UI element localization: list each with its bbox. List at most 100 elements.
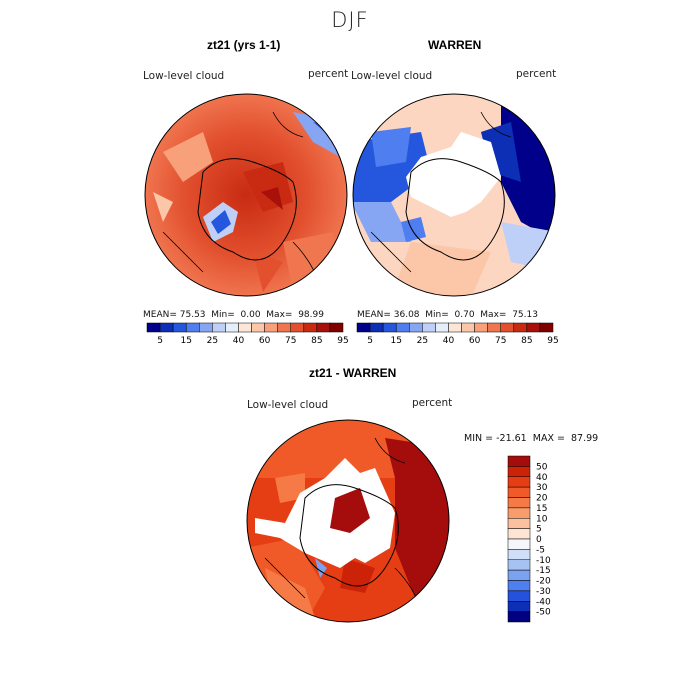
- panel2-units: percent: [516, 68, 557, 80]
- colorbar-swatch: [507, 611, 531, 623]
- colorbar-swatch: [507, 486, 531, 498]
- colorbar-swatch: [507, 569, 531, 581]
- colorbar-tick-label: 75: [495, 336, 506, 346]
- colorbar-swatch: [507, 476, 531, 488]
- colorbar-tick-label: 25: [417, 336, 428, 346]
- panel2-max: 75.13: [512, 310, 538, 320]
- colorbar-tick-label: 15: [390, 336, 401, 346]
- panel1-variable: Low-level cloud: [143, 70, 225, 82]
- colorbar-swatch: [329, 322, 344, 333]
- colorbar-swatch: [507, 455, 531, 467]
- colorbar-tick-label: 20: [536, 494, 548, 504]
- colorbar-tick-label: -10: [536, 556, 551, 566]
- colorbar-tick-label: 5: [536, 525, 542, 535]
- colorbar-panel2: 5 15 25 40 60 75 85 95: [356, 322, 559, 346]
- panel1-polar-map: [144, 93, 348, 297]
- panel3-units: percent: [412, 397, 453, 409]
- colorbar-swatch: [507, 507, 531, 519]
- panel2-mean: 36.08: [393, 310, 420, 320]
- colorbar-tick-label: 15: [180, 336, 191, 346]
- colorbar-tick-label: -20: [536, 577, 551, 587]
- stat-mean-label: MEAN=: [357, 310, 391, 320]
- stat-min-label: Min=: [211, 310, 235, 320]
- colorbar-swatch: [369, 322, 384, 333]
- colorbar-tick-label: 50: [536, 462, 548, 472]
- colorbar-swatch: [225, 322, 239, 333]
- colorbar-tick-label: -5: [536, 545, 545, 555]
- colorbar-tick-label: 25: [207, 336, 218, 346]
- colorbar-tick-label: 0: [536, 535, 542, 545]
- colorbar-swatch: [513, 322, 528, 333]
- colorbar-swatch: [435, 322, 449, 333]
- colorbar-swatch: [251, 322, 265, 333]
- panel2-title: WARREN: [428, 38, 482, 52]
- colorbar-swatch: [507, 590, 531, 602]
- colorbar-tick-label: -50: [536, 608, 551, 618]
- colorbar-swatch: [500, 322, 515, 333]
- panel1-min: 0.00: [240, 310, 261, 320]
- colorbar-tick-label: 95: [547, 336, 558, 346]
- colorbar-swatch: [238, 322, 252, 333]
- figure-title: DJF: [331, 8, 369, 32]
- panel3-minmax: MIN = -21.61 MAX = 87.99: [464, 433, 599, 444]
- colorbar-swatch: [212, 322, 226, 333]
- colorbar-swatch: [290, 322, 305, 333]
- colorbar-swatch: [264, 322, 278, 333]
- colorbar-panel1: 5 15 25 40 60 75 85 95: [146, 322, 349, 346]
- colorbar-swatch: [185, 322, 200, 333]
- colorbar-swatch: [507, 580, 531, 592]
- stat-mean-label: MEAN=: [143, 310, 177, 320]
- colorbar-tick-label: 85: [311, 336, 322, 346]
- colorbar-tick-label: 75: [285, 336, 296, 346]
- colorbar-swatch: [409, 322, 423, 333]
- colorbar-swatch: [539, 322, 554, 333]
- colorbar-tick-label: 40: [233, 336, 245, 346]
- stat-max-label: Max=: [266, 310, 293, 320]
- colorbar-swatch: [395, 322, 410, 333]
- panel1-stats: MEAN= 75.53 Min= 0.00 Max= 98.99: [143, 310, 324, 320]
- colorbar-swatch: [448, 322, 462, 333]
- colorbar-swatch: [277, 322, 291, 333]
- panel3-variable: Low-level cloud: [247, 399, 329, 411]
- panel3-polar-map: [246, 419, 450, 623]
- panel2-variable: Low-level cloud: [351, 70, 433, 82]
- colorbar-swatch: [303, 322, 318, 333]
- colorbar-tick-label: 5: [157, 336, 163, 346]
- colorbar-tick-label: -40: [536, 597, 551, 607]
- colorbar-tick-label: 85: [521, 336, 532, 346]
- colorbar-swatch: [526, 322, 541, 333]
- colorbar-swatch: [159, 322, 174, 333]
- colorbar-swatch: [461, 322, 475, 333]
- colorbar-tick-label: 40: [443, 336, 455, 346]
- colorbar-tick-label: 95: [337, 336, 348, 346]
- panel1-mean: 75.53: [179, 310, 206, 320]
- stat-max-label: Max=: [480, 310, 507, 320]
- panel1-max: 98.99: [298, 310, 324, 320]
- colorbar-swatch: [422, 322, 436, 333]
- panel3-title: zt21 - WARREN: [309, 366, 397, 380]
- colorbar-swatch: [356, 322, 371, 333]
- colorbar-tick-label: 60: [259, 336, 271, 346]
- panel1-units: percent: [308, 68, 349, 80]
- colorbar-tick-label: 60: [469, 336, 481, 346]
- colorbar-swatch: [146, 322, 161, 333]
- colorbar-swatch: [507, 518, 531, 529]
- panel2-polar-map: [352, 93, 556, 297]
- colorbar-swatch: [474, 322, 488, 333]
- colorbar-swatch: [487, 322, 501, 333]
- colorbar-swatch: [507, 538, 531, 550]
- colorbar-tick-label: 5: [367, 336, 373, 346]
- colorbar-swatch: [199, 322, 213, 333]
- colorbar-tick-label: 15: [536, 504, 547, 514]
- colorbar-tick-label: -15: [536, 566, 551, 576]
- colorbar-swatch: [507, 559, 531, 571]
- panel1-title: zt21 (yrs 1-1): [207, 38, 281, 52]
- colorbar-swatch: [507, 549, 531, 560]
- panel2-min: 0.70: [454, 310, 475, 320]
- colorbar-tick-label: 10: [536, 514, 548, 524]
- colorbar-tick-label: 40: [536, 473, 548, 483]
- colorbar-swatch: [507, 528, 531, 540]
- colorbar-swatch: [507, 601, 531, 612]
- colorbar-swatch: [316, 322, 331, 333]
